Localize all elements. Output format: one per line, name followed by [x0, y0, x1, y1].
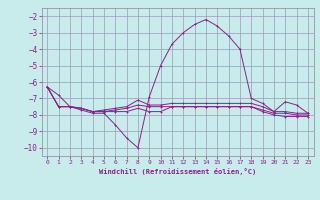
X-axis label: Windchill (Refroidissement éolien,°C): Windchill (Refroidissement éolien,°C) — [99, 168, 256, 175]
